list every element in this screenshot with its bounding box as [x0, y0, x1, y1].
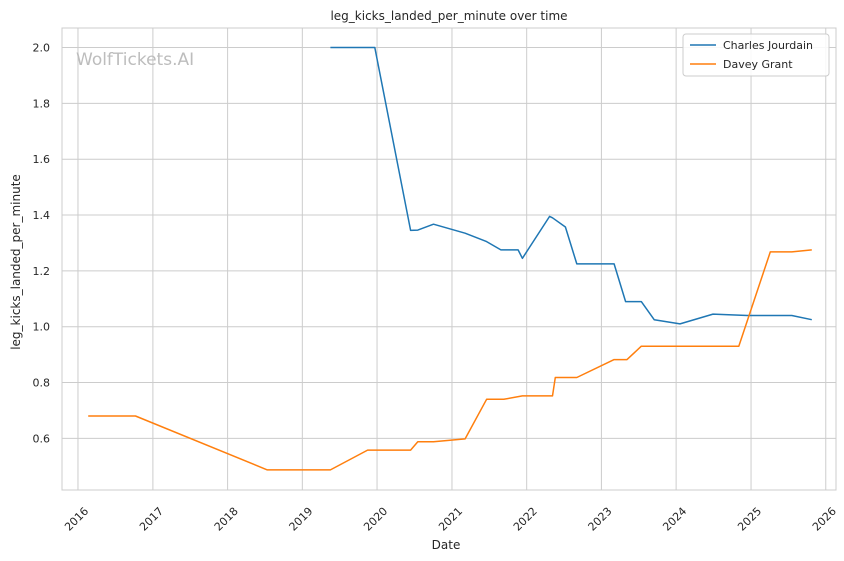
- y-tick-label: 0.6: [33, 432, 51, 445]
- y-tick-label: 1.8: [33, 97, 51, 110]
- plot-frame: [61, 27, 837, 491]
- watermark: WolfTickets.AI: [76, 50, 194, 70]
- y-tick-label: 0.8: [33, 377, 51, 390]
- x-tick-label: 2024: [660, 505, 689, 534]
- grid-lines: [62, 28, 836, 490]
- x-tick-label: 2018: [212, 505, 241, 534]
- y-tick-label: 1.2: [33, 265, 51, 278]
- legend-label-charles-jourdain: Charles Jourdain: [723, 39, 813, 52]
- y-tick-label: 2.0: [33, 42, 51, 55]
- series-line-charles-jourdain: [330, 46, 812, 325]
- chart-title: leg_kicks_landed_per_minute over time: [330, 9, 567, 23]
- y-tick-label: 1.0: [33, 321, 51, 334]
- x-axis-title: Date: [432, 538, 461, 552]
- y-axis-title: leg_kicks_landed_per_minute: [9, 174, 23, 350]
- x-tick-label: 2026: [810, 505, 839, 534]
- x-tick-labels: 2016 2017 2018 2019 2020 2021 2022 2023 2024 2025…: [62, 505, 839, 534]
- x-tick-label: 2019: [287, 505, 316, 534]
- series-lines: [88, 46, 812, 471]
- y-tick-label: 1.6: [33, 153, 51, 166]
- x-tick-label: 2017: [137, 505, 166, 534]
- x-tick-label: 2022: [511, 505, 540, 534]
- legend: Charles Jourdain Davey Grant: [682, 33, 830, 77]
- x-tick-label: 2016: [62, 505, 91, 534]
- legend-box: [682, 33, 830, 77]
- x-tick-label: 2020: [361, 505, 390, 534]
- x-tick-label: 2021: [436, 505, 465, 534]
- y-tick-labels: 0.6 0.8 1.0 1.2 1.4 1.6 1.8 2.0: [33, 42, 51, 446]
- x-tick-label: 2025: [735, 505, 764, 534]
- series-line-davey-grant: [88, 249, 812, 471]
- legend-label-davey-grant: Davey Grant: [723, 58, 793, 71]
- y-tick-label: 1.4: [33, 209, 51, 222]
- x-tick-label: 2023: [586, 505, 615, 534]
